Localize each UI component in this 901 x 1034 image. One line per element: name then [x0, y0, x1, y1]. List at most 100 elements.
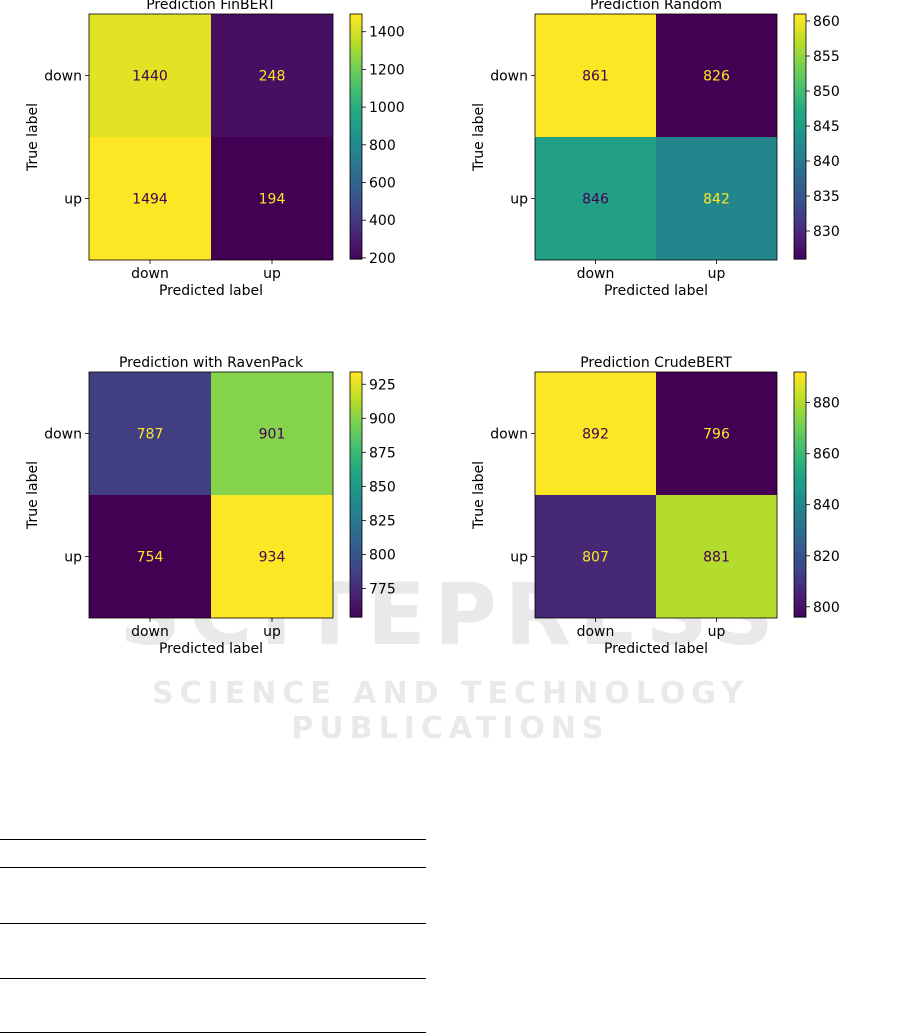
- colorbar-segment: [794, 169, 806, 174]
- colorbar-segment: [350, 494, 362, 500]
- colorbar-segment: [794, 185, 806, 191]
- colorbar-segment: [794, 437, 806, 443]
- colorbar-segment: [794, 189, 806, 195]
- table-rule: [0, 923, 426, 924]
- colorbar-segment: [794, 63, 806, 68]
- matrix-cell: [89, 495, 211, 618]
- colorbar-segment: [794, 242, 806, 248]
- colorbar-segment: [794, 54, 806, 60]
- colorbar-segment: [350, 461, 362, 467]
- chart-title: Prediction FinBERT: [146, 0, 276, 13]
- colorbar-segment: [350, 58, 362, 64]
- colorbar-segment: [350, 165, 362, 170]
- colorbar-segment: [350, 226, 362, 232]
- colorbar-segment: [794, 449, 806, 455]
- colorbar-segment: [350, 457, 362, 463]
- colorbar-segment: [794, 502, 806, 508]
- colorbar-segment: [794, 197, 806, 203]
- colorbar-segment: [350, 592, 362, 598]
- colorbar-segment: [350, 63, 362, 68]
- colorbar-segment: [794, 596, 806, 602]
- colorbar-segment: [350, 95, 362, 101]
- y-axis-label: True label: [471, 461, 487, 530]
- colorbar-segment: [350, 551, 362, 557]
- colorbar-segment: [350, 205, 362, 211]
- colorbar-segment: [794, 519, 806, 524]
- colorbar-segment: [794, 161, 806, 166]
- cell-value-label: 892: [582, 427, 609, 443]
- colorbar-segment: [794, 210, 806, 215]
- colorbar-segment: [794, 559, 806, 565]
- chart-title: Prediction Random: [590, 0, 722, 13]
- colorbar-tick-label: 860: [813, 447, 840, 463]
- chart-title: Prediction with RavenPack: [119, 355, 304, 371]
- y-tick-label: down: [490, 427, 528, 443]
- table-rule: [0, 839, 426, 840]
- colorbar-segment: [794, 124, 806, 129]
- matrix-cell: [535, 137, 656, 260]
- colorbar-segment: [794, 38, 806, 44]
- colorbar-segment: [794, 107, 806, 113]
- colorbar-segment: [350, 380, 362, 385]
- colorbar-segment: [794, 83, 806, 89]
- colorbar-segment: [350, 197, 362, 203]
- colorbar-segment: [350, 470, 362, 475]
- colorbar-segment: [350, 572, 362, 577]
- colorbar-segment: [794, 461, 806, 467]
- colorbar-segment: [794, 18, 806, 23]
- cell-value-label: 934: [259, 550, 286, 566]
- colorbar-segment: [794, 396, 806, 402]
- colorbar-segment: [794, 527, 806, 532]
- colorbar-segment: [350, 412, 362, 418]
- colorbar-segment: [794, 555, 806, 561]
- matrix-cell: [535, 14, 656, 137]
- colorbar-segment: [350, 116, 362, 121]
- colorbar-segment: [794, 42, 806, 48]
- colorbar-segment: [794, 222, 806, 227]
- colorbar-segment: [794, 91, 806, 97]
- colorbar-segment: [794, 474, 806, 479]
- colorbar-segment: [350, 230, 362, 236]
- colorbar-segment: [794, 99, 806, 105]
- colorbar-segment: [794, 67, 806, 72]
- colorbar-segment: [350, 42, 362, 48]
- colorbar-segment: [794, 214, 806, 219]
- colorbar-segment: [350, 465, 362, 471]
- x-tick-label: up: [708, 624, 726, 640]
- colorbar-segment: [794, 612, 806, 618]
- colorbar-segment: [794, 250, 806, 256]
- colorbar-segment: [794, 58, 806, 64]
- colorbar-segment: [350, 128, 362, 134]
- colorbar-segment: [794, 486, 806, 492]
- colorbar-segment: [350, 400, 362, 406]
- colorbar-segment: [350, 14, 362, 19]
- colorbar-segment: [794, 584, 806, 590]
- colorbar-tick-label: 820: [813, 549, 840, 565]
- colorbar-segment: [794, 604, 806, 610]
- colorbar-segment: [350, 140, 362, 146]
- colorbar-segment: [794, 490, 806, 496]
- colorbar-segment: [794, 441, 806, 447]
- colorbar-segment: [350, 445, 362, 451]
- colorbar-segment: [350, 449, 362, 455]
- colorbar-segment: [350, 201, 362, 207]
- cell-value-label: 248: [259, 69, 286, 85]
- colorbar-segment: [350, 584, 362, 590]
- colorbar-segment: [794, 193, 806, 199]
- colorbar-segment: [350, 18, 362, 23]
- colorbar-segment: [350, 416, 362, 422]
- colorbar-tick-label: 825: [369, 513, 396, 529]
- colorbar-segment: [794, 120, 806, 125]
- colorbar-tick-label: 400: [369, 213, 396, 229]
- colorbar-segment: [350, 510, 362, 516]
- cell-value-label: 861: [582, 69, 609, 85]
- colorbar-segment: [350, 527, 362, 532]
- colorbar-segment: [794, 103, 806, 109]
- colorbar-segment: [350, 596, 362, 602]
- colorbar-segment: [350, 246, 362, 252]
- colorbar-tick-label: 775: [369, 581, 396, 597]
- colorbar-segment: [350, 498, 362, 504]
- y-axis-label: True label: [25, 461, 41, 530]
- cell-value-label: 1440: [132, 69, 168, 85]
- colorbar-segment: [350, 234, 362, 240]
